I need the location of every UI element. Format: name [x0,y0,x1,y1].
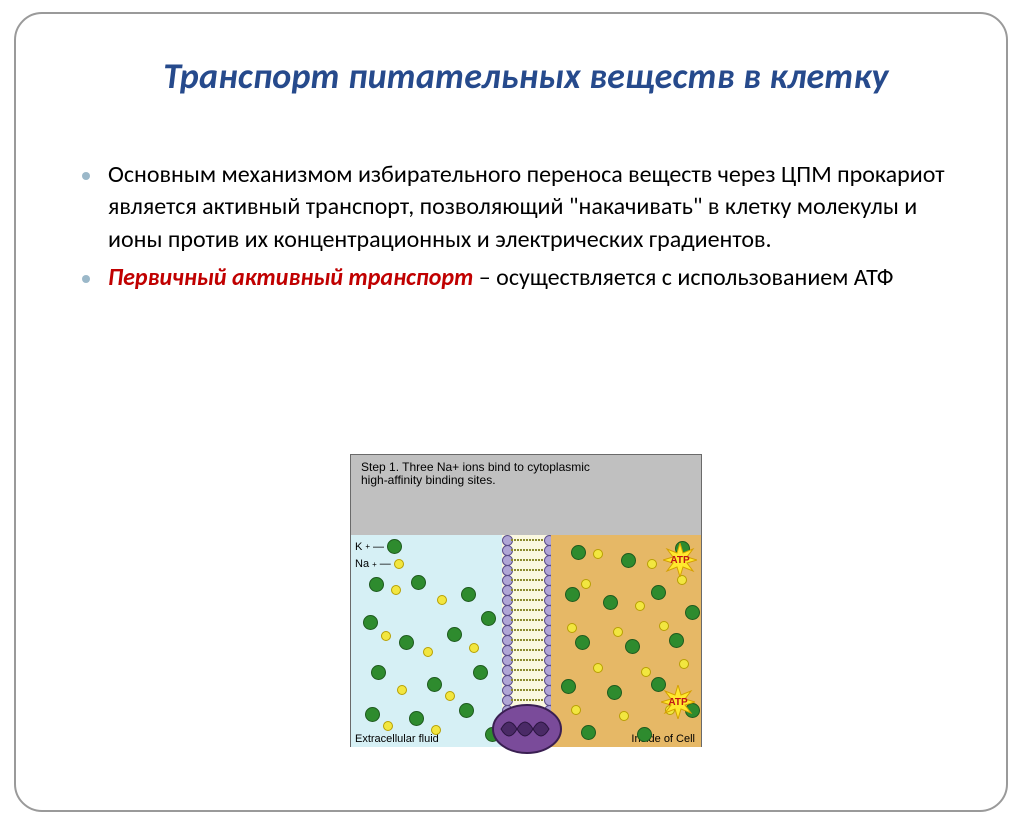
k-ion-icon [607,685,622,700]
k-ion-icon [621,553,636,568]
diagram-frame: Step 1. Three Na+ ions bind to cytoplasm… [350,454,702,747]
bullet-item: Основным механизмом избирательного перен… [76,159,976,256]
transport-protein-icon [491,703,563,755]
bullet-item: Первичный активный транспорт – осуществл… [76,262,976,294]
na-ion-icon [445,691,455,701]
na-ion-icon [437,595,447,605]
na-ion-icon [581,579,591,589]
phospholipid-tail-icon [511,619,544,621]
phospholipid-tail-icon [511,539,544,541]
na-ion-icon [647,559,657,569]
k-ion-icon [369,577,384,592]
k-label: K [355,541,362,553]
phospholipid-tail-icon [511,669,544,671]
atp-icon: ATP [663,543,697,577]
k-sup: + [365,542,370,551]
na-ion-icon [469,643,479,653]
k-ion-icon [565,587,580,602]
k-ion-icon [365,707,380,722]
k-ion-icon [447,627,462,642]
na-ion-icon [679,659,689,669]
phospholipid-tail-icon [511,629,544,631]
na-ion-icon [619,711,629,721]
phospholipid-tail-icon [511,679,544,681]
phospholipid-tail-icon [511,639,544,641]
ion-legend: K+— Na+— [355,539,404,570]
phospholipid-tail-icon [511,649,544,651]
phospholipid-tail-icon [511,609,544,611]
na-ion-icon [659,621,669,631]
k-ion-icon [603,595,618,610]
bullet-rest: – осуществляется с использованием АТФ [473,263,893,292]
na-sup: + [372,560,377,569]
k-ion-icon [637,727,652,742]
na-ion-icon [397,685,407,695]
k-legend-row: K+— [355,539,404,554]
na-ion-icon [391,585,401,595]
highlight-term: Первичный активный транспорт [108,263,473,292]
k-ion-icon [561,679,576,694]
na-ion-icon [593,663,603,673]
bullet-dot-icon [82,172,90,180]
k-ion-icon [411,575,426,590]
phospholipid-tail-icon [511,579,544,581]
atp-icon: ATP [661,685,695,719]
na-ion-icon [431,725,441,735]
bullet-text: Основным механизмом избирательного перен… [108,159,976,256]
k-ion-icon [399,635,414,650]
bullet-dot-icon [82,275,90,283]
k-ion-icon [409,711,424,726]
k-ion-icon [387,539,402,554]
k-ion-icon [575,635,590,650]
na-legend-row: Na+— [355,558,404,570]
content-area: Основным механизмом избирательного перен… [76,159,976,301]
phospholipid-tail-icon [511,569,544,571]
k-ion-icon [371,665,386,680]
phospholipid-tail-icon [511,599,544,601]
k-ion-icon [669,633,684,648]
k-ion-icon [363,615,378,630]
diagram-body: K+— Na+— Extracellular fluid Inside of C… [351,535,701,747]
k-ion-icon [459,703,474,718]
phospholipid-tail-icon [511,559,544,561]
k-ion-icon [427,677,442,692]
caption-line2: high-affinity binding sites. [361,473,496,487]
na-ion-icon [394,559,404,569]
na-ion-icon [383,721,393,731]
na-ion-icon [567,623,577,633]
intracellular-region: Inside of Cell ATPATP [551,535,701,747]
na-ion-icon [381,631,391,641]
na-ion-icon [593,549,603,559]
slide-title: Транспорт питательных веществ в клетку [66,54,986,98]
k-ion-icon [481,611,496,626]
phospholipid-tail-icon [511,549,544,551]
phospholipid-tail-icon [511,659,544,661]
na-ion-icon [641,667,651,677]
phospholipid-tail-icon [511,689,544,691]
k-ion-icon [473,665,488,680]
k-ion-icon [461,587,476,602]
extracellular-label: Extracellular fluid [355,733,439,745]
phospholipid-tail-icon [511,699,544,701]
na-ion-icon [613,627,623,637]
k-ion-icon [685,605,700,620]
bullet-text: Первичный активный транспорт – осуществл… [108,262,893,294]
diagram-caption: Step 1. Three Na+ ions bind to cytoplasm… [361,461,691,487]
k-ion-icon [651,585,666,600]
na-label: Na [355,558,369,570]
caption-line1: Step 1. Three Na+ ions bind to cytoplasm… [361,460,590,474]
extracellular-region: K+— Na+— Extracellular fluid [351,535,502,747]
slide-frame: Транспорт питательных веществ в клетку О… [14,12,1008,812]
k-ion-icon [625,639,640,654]
k-ion-icon [581,725,596,740]
na-ion-icon [635,601,645,611]
phospholipid-tail-icon [511,589,544,591]
k-ion-icon [571,545,586,560]
na-ion-icon [571,705,581,715]
na-ion-icon [423,647,433,657]
